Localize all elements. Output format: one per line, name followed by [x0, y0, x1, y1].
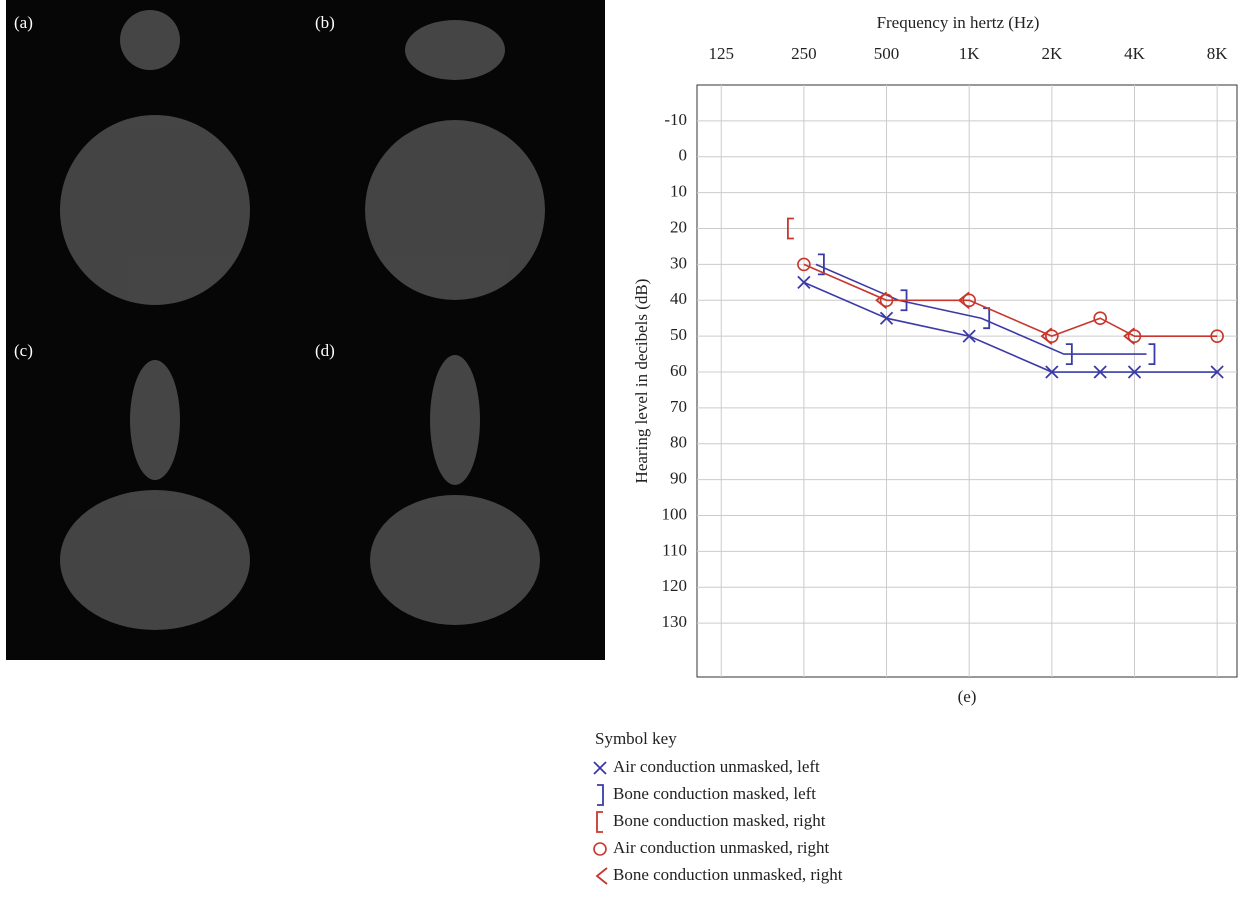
- data-point: [1065, 343, 1073, 365]
- data-point: [1210, 329, 1224, 343]
- series-line: [815, 263, 1147, 355]
- plot-area: [696, 84, 1238, 678]
- data-point: [1093, 311, 1107, 326]
- data-point: [962, 329, 976, 343]
- data-point: [797, 275, 811, 289]
- y-tick-label: 110: [662, 540, 687, 559]
- legend-symbol: [593, 761, 607, 775]
- y-tick-label: 120: [662, 576, 688, 595]
- y-tick-label: 30: [670, 253, 687, 272]
- data-point: [1040, 327, 1053, 345]
- panel-label: (c): [14, 341, 33, 360]
- x-tick-label: 4K: [1124, 44, 1146, 63]
- y-tick-label: 50: [670, 325, 687, 344]
- legend-label: Bone conduction masked, left: [613, 784, 816, 803]
- y-tick-label: 80: [670, 433, 687, 452]
- series-line: [803, 263, 1218, 338]
- legend-label: Air conduction unmasked, right: [613, 838, 830, 857]
- data-point: [786, 217, 794, 240]
- panel-label: (d): [315, 341, 335, 360]
- panel-label: (a): [14, 13, 33, 32]
- y-axis-title: Hearing level in decibels (dB): [632, 279, 651, 484]
- x-tick-label: 125: [708, 44, 734, 63]
- data-point: [1123, 327, 1136, 345]
- data-point: [1045, 365, 1059, 379]
- legend-label: Air conduction unmasked, left: [613, 757, 820, 776]
- x-tick-label: 500: [874, 44, 900, 63]
- data-point: [879, 293, 894, 308]
- legend-symbol: [595, 867, 608, 885]
- legend-symbol: [593, 842, 607, 856]
- data-point: [817, 253, 825, 276]
- data-point: [1210, 365, 1224, 379]
- legend-label: Bone conduction masked, right: [613, 811, 826, 830]
- legend-symbol: [596, 811, 603, 833]
- data-point: [957, 291, 970, 309]
- data-point: [1127, 365, 1142, 379]
- mri-panels: (a) (b) (c) (d): [6, 0, 605, 660]
- x-tick-label: 1K: [959, 44, 981, 63]
- y-tick-label: 0: [679, 146, 688, 165]
- x-tick-label: 250: [791, 44, 817, 63]
- data-point: [1127, 329, 1142, 343]
- data-point: [797, 257, 811, 272]
- caption: (e): [958, 687, 977, 706]
- legend-symbol: [597, 784, 604, 806]
- mri-shapes: [60, 10, 545, 630]
- data-point: [879, 311, 894, 325]
- y-tick-label: 10: [670, 182, 687, 201]
- data-point: [1148, 343, 1156, 365]
- y-tick-label: 90: [670, 469, 687, 488]
- y-tick-label: 100: [662, 504, 688, 523]
- x-tick-label: 8K: [1207, 44, 1229, 63]
- legend-title: Symbol key: [595, 729, 677, 748]
- x-axis-title: Frequency in hertz (Hz): [877, 13, 1040, 32]
- y-tick-label: 130: [662, 612, 688, 631]
- x-tick-label: 2K: [1041, 44, 1063, 63]
- data-point: [1093, 365, 1107, 379]
- panel-label: (b): [315, 13, 335, 32]
- legend-label: Bone conduction unmasked, right: [613, 865, 843, 884]
- data-point: [1045, 329, 1059, 343]
- y-tick-label: 20: [670, 217, 687, 236]
- y-tick-label: -10: [664, 110, 687, 129]
- y-tick-label: 40: [670, 289, 687, 308]
- y-tick-label: 70: [670, 397, 687, 416]
- data-point: [962, 293, 976, 308]
- data-point: [875, 291, 888, 309]
- y-tick-label: 60: [670, 361, 687, 380]
